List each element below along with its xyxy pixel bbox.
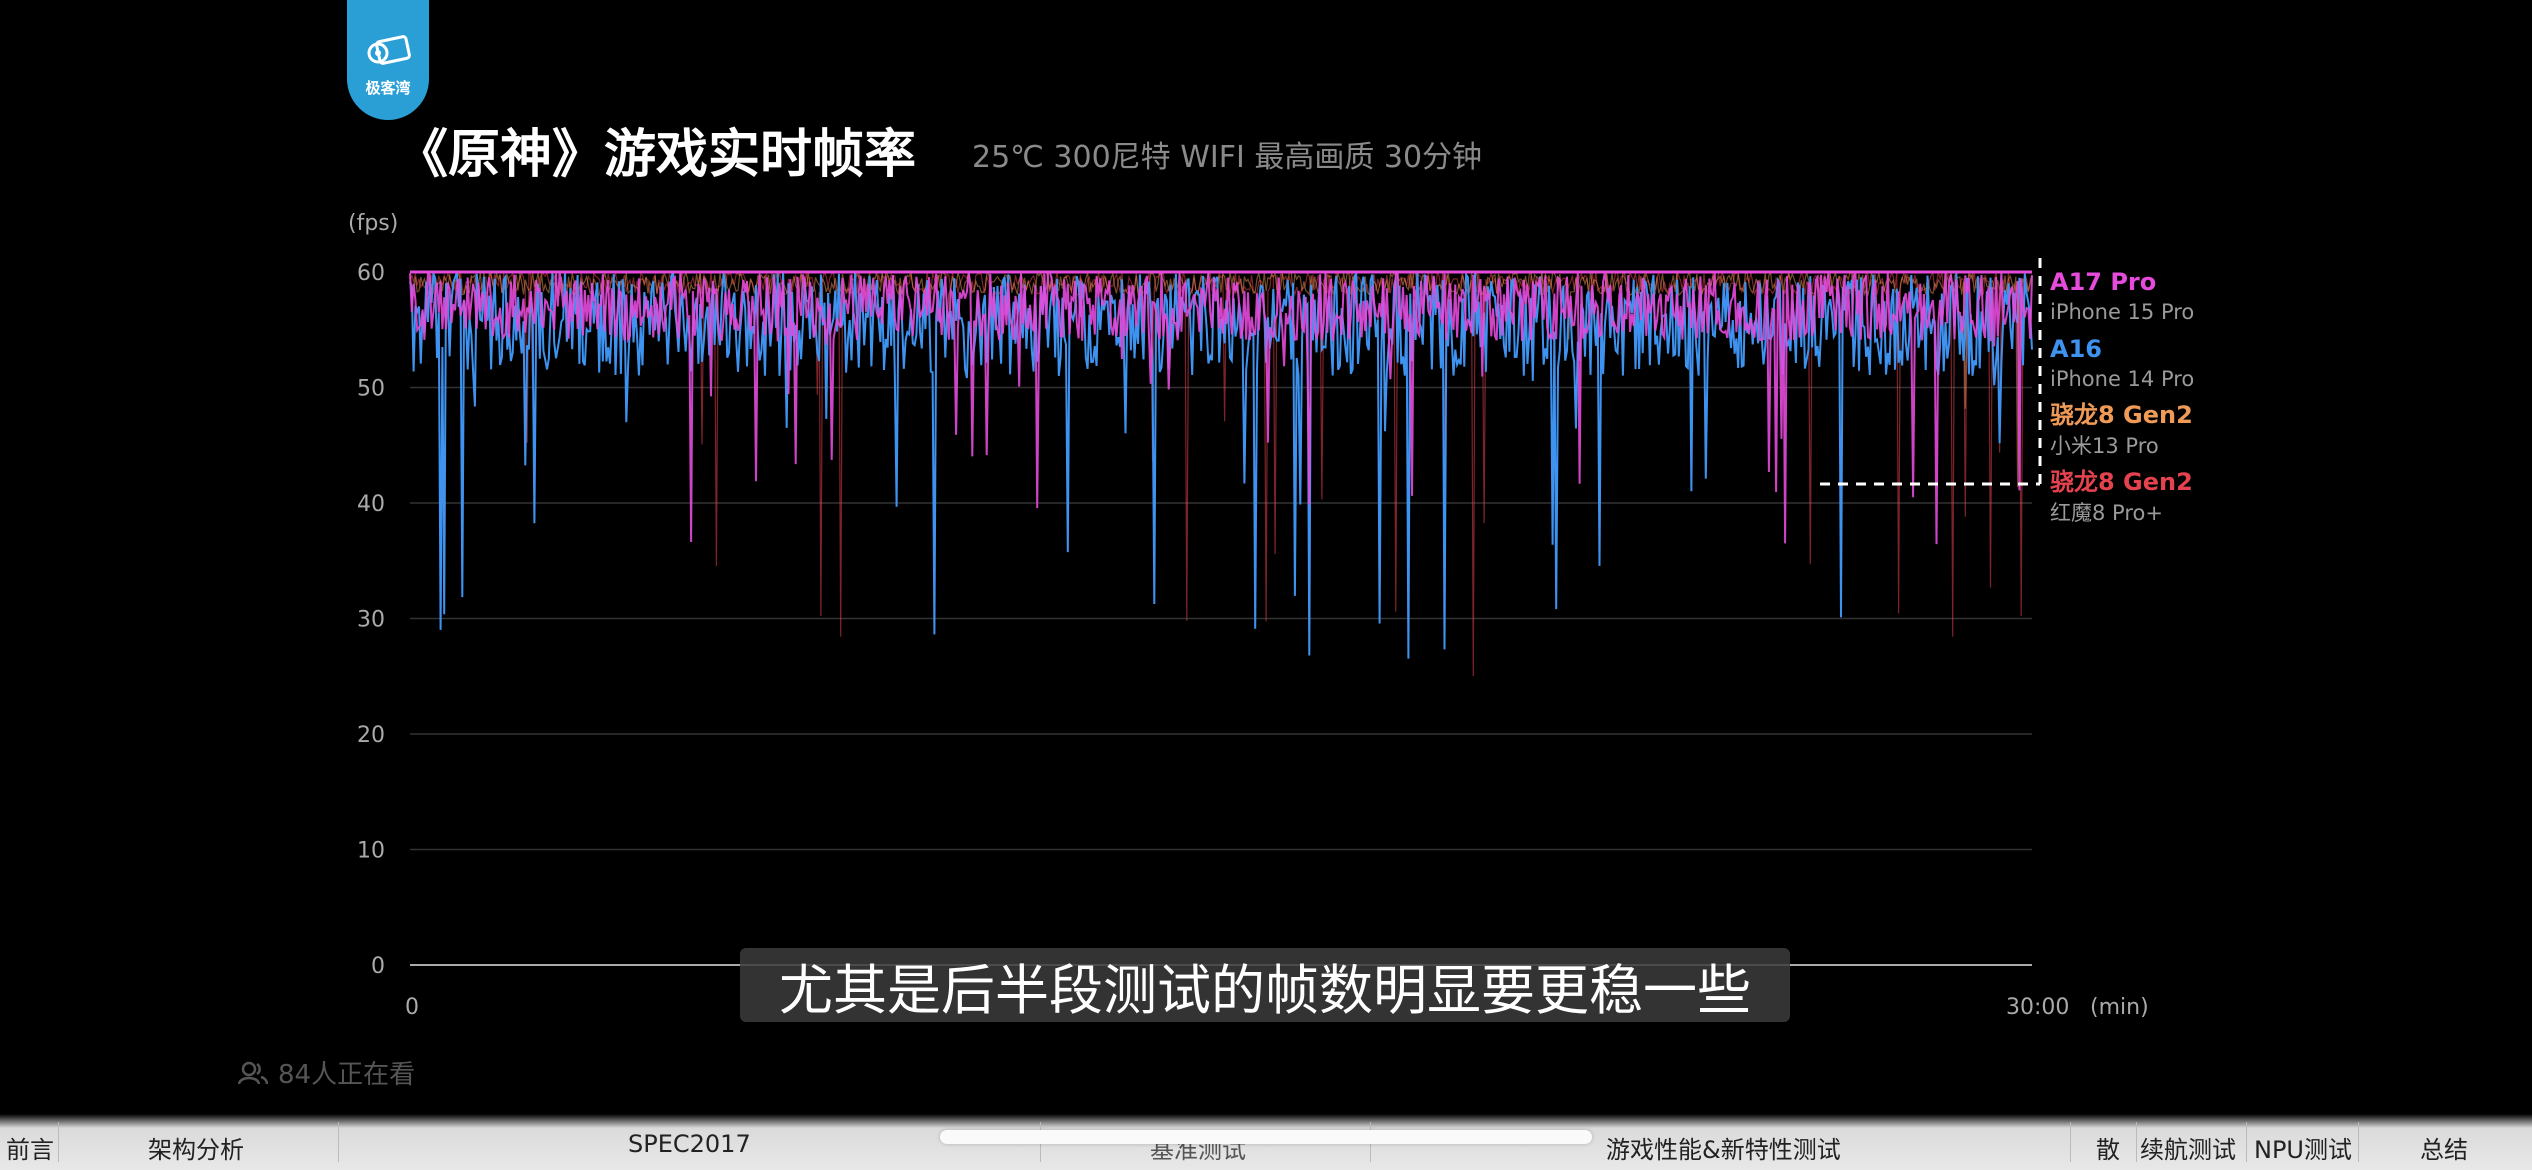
legend-device: 小米13 Pro — [2050, 433, 2159, 458]
chart-axes: 0 10 20 30 40 50 60 (fps) 0 30:00 (min) — [348, 211, 2149, 1020]
legend-item-sd8g2-xiaomi: 骁龙8 Gen2 小米13 Pro — [2050, 399, 2194, 460]
x-axis-label: (min) — [2090, 995, 2149, 1020]
viewer-count-text: 84人正在看 — [278, 1060, 416, 1090]
brand-logo: 极客湾 — [347, 0, 429, 120]
people-icon — [238, 1061, 268, 1084]
y-axis-label: (fps) — [348, 211, 398, 236]
chart-series — [409, 269, 2033, 677]
chapter-divider — [2358, 1122, 2359, 1162]
y-tick-label: 10 — [357, 839, 385, 864]
chart-legend: A17 Pro iPhone 15 Pro A16 iPhone 14 Pro … — [2050, 266, 2194, 533]
legend-chip: 骁龙8 Gen2 — [2050, 468, 2193, 497]
chapter-summary[interactable]: 总结 — [2420, 1136, 2468, 1164]
y-tick-label: 40 — [357, 492, 385, 517]
legend-chip: A17 Pro — [2050, 268, 2157, 296]
legend-device: iPhone 14 Pro — [2050, 367, 2195, 392]
chapter-divider — [338, 1122, 339, 1162]
y-tick-label: 20 — [357, 723, 385, 748]
chapter-spec2017[interactable]: SPEC2017 — [628, 1130, 751, 1158]
chart-grid — [410, 271, 2032, 966]
legend-item-sd8g2-redmagic: 骁龙8 Gen2 红魔8 Pro+ — [2050, 466, 2194, 527]
viewer-count: 84人正在看 — [238, 1054, 415, 1091]
chapter-divider — [2136, 1122, 2137, 1162]
legend-item-a17pro: A17 Pro iPhone 15 Pro — [2050, 266, 2194, 327]
fps-line-chart: 0 10 20 30 40 50 60 (fps) 0 30:00 (min) — [348, 211, 2149, 1020]
y-tick-label: 30 — [357, 608, 385, 633]
chapter-npu[interactable]: NPU测试 — [2254, 1136, 2352, 1164]
chip-icon — [367, 35, 411, 65]
legend-chip: A16 — [2050, 334, 2102, 363]
chapter-battery[interactable]: 续航测试 — [2140, 1136, 2236, 1164]
legend-item-a16: A16 iPhone 14 Pro — [2050, 333, 2194, 394]
chapter-heat[interactable]: 散 — [2096, 1136, 2120, 1164]
y-tick-label: 60 — [357, 261, 385, 286]
chapter-intro[interactable]: 前言 — [6, 1136, 54, 1164]
chapter-divider — [58, 1122, 59, 1162]
chapter-architecture[interactable]: 架构分析 — [148, 1136, 244, 1164]
legend-chip: 骁龙8 Gen2 — [2050, 401, 2193, 430]
page-title: 《原神》游戏实时帧率 — [396, 125, 917, 185]
chapter-divider — [2070, 1122, 2071, 1162]
chapter-divider — [2246, 1122, 2247, 1162]
video-progress-handle[interactable] — [940, 1130, 1592, 1144]
brand-name: 极客湾 — [365, 79, 411, 97]
y-tick-label: 0 — [371, 954, 385, 979]
chapter-gaming[interactable]: 游戏性能&新特性测试 — [1606, 1136, 1841, 1164]
x-tick-label: 30:00 — [2006, 995, 2069, 1020]
x-tick-label: 0 — [405, 995, 419, 1020]
y-tick-label: 50 — [357, 377, 385, 402]
video-subtitle: 尤其是后半段测试的帧数明显要更稳一些 — [740, 948, 1790, 1022]
legend-device: 红魔8 Pro+ — [2050, 500, 2163, 525]
legend-device: iPhone 15 Pro — [2050, 300, 2195, 325]
page-subtitle: 25℃ 300尼特 WIFI 最高画质 30分钟 — [972, 140, 1483, 175]
